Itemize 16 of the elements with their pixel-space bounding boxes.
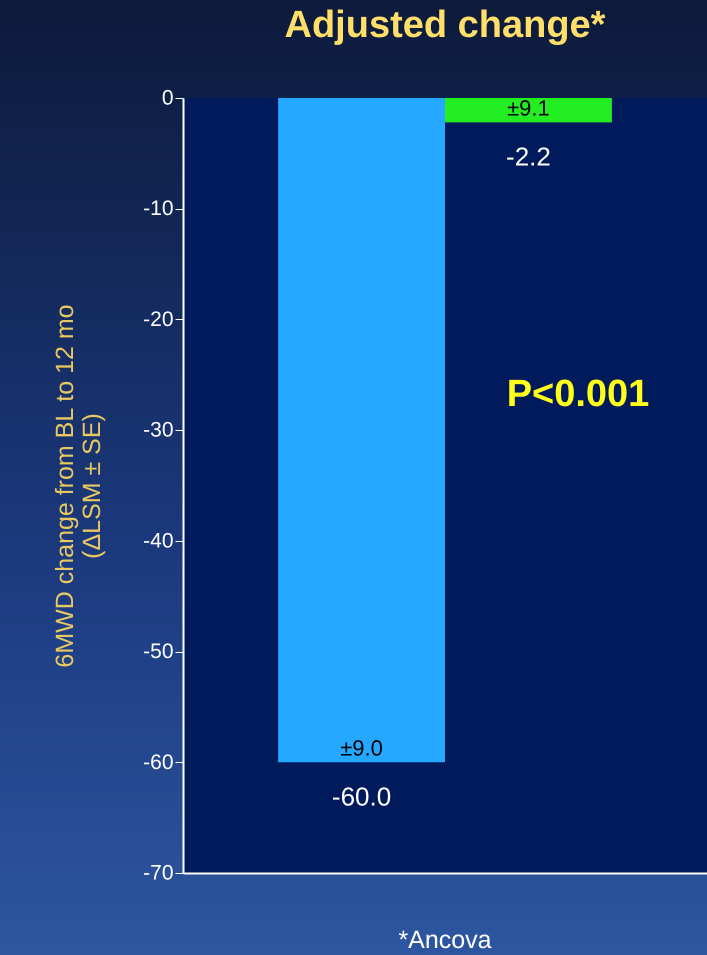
chart-title: Adjusted change* xyxy=(284,4,606,46)
annotation: P<0.001 xyxy=(506,373,650,415)
y-tick-label: -40 xyxy=(143,529,174,552)
data-label: -2.2 xyxy=(506,141,551,172)
y-tick-label: -30 xyxy=(143,418,174,442)
y-tick-label: 0 xyxy=(162,86,174,110)
text: *Ancova xyxy=(398,926,492,954)
annotation: ±9.0 xyxy=(340,735,383,760)
data-label: -60.0 xyxy=(332,781,392,812)
annotation: ±9.1 xyxy=(507,95,550,120)
y-axis-title: 6MWD change from BL to 12 mo (ΔLSM ± SE) xyxy=(51,304,106,668)
y-tick-label: -70 xyxy=(143,862,174,884)
y-tick-label: -20 xyxy=(143,308,174,331)
y-tick-label: -10 xyxy=(143,197,174,220)
y-tick-label: -50 xyxy=(143,640,174,664)
y-tick-label: -60 xyxy=(143,750,174,774)
